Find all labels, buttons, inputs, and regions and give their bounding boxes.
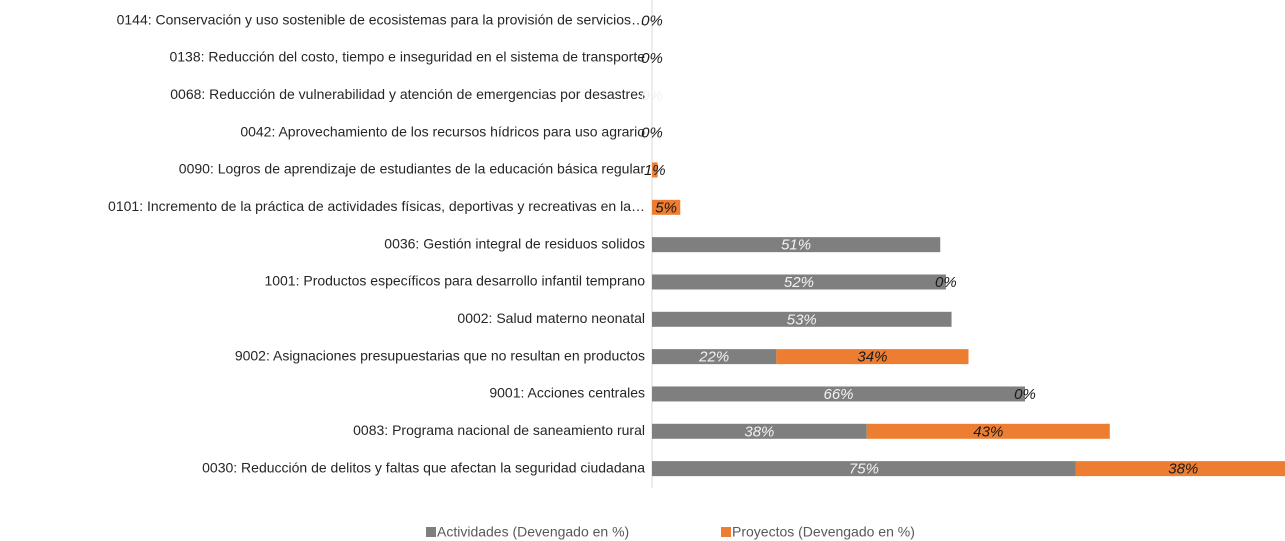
bar-segment — [652, 162, 658, 178]
bar-segment — [652, 461, 1076, 477]
category-label: 9001: Acciones centrales — [489, 385, 645, 401]
data-label: 1% — [644, 162, 666, 179]
bar-segment — [776, 349, 969, 365]
category-label: 0030: Reducción de delitos y faltas que … — [202, 459, 645, 475]
category-label: 0083: Programa nacional de saneamiento r… — [353, 422, 645, 438]
category-label: 0144: Conservación y uso sostenible de e… — [117, 11, 645, 27]
data-label: 0% — [641, 50, 663, 67]
legend-label: Proyectos (Devengado en %) — [732, 524, 915, 540]
category-label: 0042: Aprovechamiento de los recursos hí… — [240, 123, 645, 139]
data-label: 43% — [973, 423, 1003, 440]
legend-swatch — [426, 527, 436, 537]
bar-segment — [1075, 461, 1285, 477]
category-label: 0090: Logros de aprendizaje de estudiant… — [179, 161, 646, 177]
data-label: 38% — [1168, 461, 1198, 478]
data-label: 0% — [641, 87, 663, 104]
data-label: 51% — [781, 237, 811, 254]
data-label: 5% — [655, 199, 677, 216]
category-label: 9002: Asignaciones presupuestarias que n… — [235, 347, 645, 363]
data-label: 75% — [849, 461, 879, 478]
legend-label: Actividades (Devengado en %) — [437, 524, 629, 540]
data-label: 66% — [823, 386, 853, 403]
data-label: 0% — [641, 13, 663, 30]
category-label: 0101: Incremento de la práctica de activ… — [108, 198, 645, 214]
bar-segment — [652, 423, 867, 439]
category-label: 0002: Salud materno neonatal — [457, 310, 645, 326]
data-label: 53% — [787, 311, 817, 328]
bar-segment — [652, 386, 1026, 402]
bar-segment — [652, 237, 941, 253]
bar-segment — [866, 423, 1110, 439]
data-label: 0% — [641, 125, 663, 142]
data-label: 38% — [744, 423, 774, 440]
bar-segment — [652, 274, 946, 290]
bar-segment — [652, 349, 777, 365]
data-label: 52% — [784, 274, 814, 291]
category-label: 1001: Productos específicos para desarro… — [264, 273, 645, 289]
legend: Actividades (Devengado en %) Proyectos (D… — [426, 524, 915, 540]
legend-swatch — [721, 527, 731, 537]
category-label: 0036: Gestión integral de residuos solid… — [384, 235, 645, 251]
category-label: 0138: Reducción del costo, tiempo e inse… — [169, 49, 645, 65]
data-label: 22% — [698, 349, 729, 366]
category-label: 0068: Reducción de vulnerabilidad y aten… — [170, 86, 645, 102]
data-label: 0% — [935, 274, 957, 291]
data-label: 34% — [857, 349, 887, 366]
data-label: 0% — [1014, 386, 1036, 403]
bar-segment — [652, 311, 952, 327]
bar-segment — [652, 199, 681, 215]
